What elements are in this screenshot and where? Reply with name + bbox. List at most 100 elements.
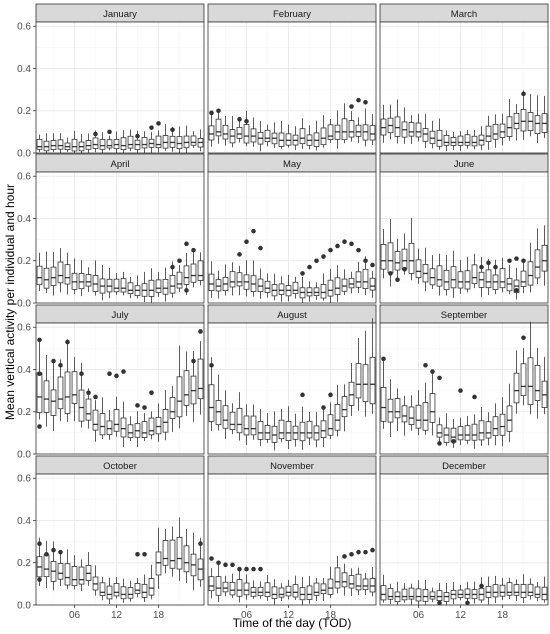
box-hour-5 bbox=[408, 395, 415, 431]
facet-panel-october: October 0.0 0.2 0.4 0.6 06 12 18 bbox=[17, 455, 205, 621]
box-hour-23 bbox=[190, 251, 197, 288]
box-body bbox=[141, 421, 148, 438]
outlier-point bbox=[177, 258, 182, 264]
box-body bbox=[520, 109, 527, 132]
box-body bbox=[183, 265, 190, 285]
outlier-point bbox=[209, 556, 214, 561]
box-hour-18 bbox=[327, 566, 334, 599]
box-hour-19 bbox=[334, 265, 341, 302]
box-hour-14 bbox=[127, 129, 134, 152]
box-hour-22 bbox=[183, 528, 190, 583]
panel-border bbox=[35, 21, 205, 154]
box-hour-24 bbox=[541, 225, 548, 286]
box-hour-13 bbox=[464, 129, 471, 149]
strip-label: March bbox=[451, 9, 477, 20]
panel-border bbox=[35, 322, 205, 455]
outlier-point bbox=[349, 551, 354, 557]
box-hour-4 bbox=[401, 395, 408, 436]
box-hour-12 bbox=[113, 273, 120, 295]
box-hour-18 bbox=[499, 397, 506, 447]
box-hour-22 bbox=[355, 261, 362, 294]
outlier-point bbox=[321, 405, 326, 410]
box-hour-17 bbox=[320, 577, 327, 601]
outlier-point bbox=[342, 554, 347, 559]
box-body bbox=[78, 389, 85, 422]
box-hour-8 bbox=[257, 581, 264, 599]
outlier-point bbox=[300, 392, 305, 398]
box-body bbox=[208, 125, 215, 141]
box-body bbox=[243, 124, 250, 144]
box-hour-7 bbox=[422, 382, 429, 435]
box-body bbox=[229, 582, 236, 596]
box-hour-12 bbox=[113, 577, 120, 599]
box-hour-19 bbox=[506, 99, 513, 141]
facet-panel-november: November 06 12 18 bbox=[207, 455, 377, 621]
box-body bbox=[429, 591, 436, 600]
box-hour-10 bbox=[271, 273, 278, 301]
box-body bbox=[313, 582, 320, 596]
box-body bbox=[127, 282, 134, 295]
outlier-point bbox=[135, 551, 140, 557]
box-body bbox=[222, 405, 229, 429]
outlier-point bbox=[58, 362, 63, 368]
box-hour-2 bbox=[43, 251, 50, 294]
box-hour-24 bbox=[197, 252, 204, 286]
box-hour-14 bbox=[299, 118, 306, 149]
box-hour-9 bbox=[264, 413, 271, 443]
strip-label: July bbox=[112, 310, 129, 321]
box-body bbox=[285, 421, 292, 441]
box-hour-20 bbox=[513, 267, 520, 300]
outlier-point bbox=[479, 264, 484, 270]
box-body bbox=[64, 563, 71, 586]
box-hour-3 bbox=[222, 575, 229, 597]
box-hour-21 bbox=[176, 345, 183, 429]
box-hour-20 bbox=[169, 526, 176, 577]
panel-border bbox=[207, 322, 377, 455]
box-hour-22 bbox=[183, 351, 190, 416]
box-hour-17 bbox=[320, 407, 327, 448]
outlier-point bbox=[184, 288, 189, 293]
outlier-point bbox=[37, 541, 42, 547]
box-body bbox=[155, 416, 162, 435]
outlier-point bbox=[44, 551, 49, 557]
box-hour-22 bbox=[527, 242, 534, 293]
box-hour-17 bbox=[320, 273, 327, 301]
box-body bbox=[327, 279, 334, 297]
box-body bbox=[369, 578, 376, 593]
box-body bbox=[278, 587, 285, 598]
outlier-point bbox=[363, 99, 368, 105]
box-body bbox=[380, 585, 387, 601]
box-hour-23 bbox=[362, 572, 369, 595]
box-body bbox=[264, 280, 271, 293]
box-body bbox=[215, 118, 222, 137]
outlier-point bbox=[514, 288, 519, 293]
box-body bbox=[506, 582, 513, 596]
box-body bbox=[429, 130, 436, 145]
box-hour-8 bbox=[257, 120, 264, 152]
box-body bbox=[369, 356, 376, 405]
box-hour-14 bbox=[471, 581, 478, 604]
box-hour-10 bbox=[443, 254, 450, 296]
box-hour-15 bbox=[478, 126, 485, 151]
outlier-point bbox=[258, 245, 263, 251]
box-body bbox=[64, 264, 71, 285]
box-body bbox=[169, 397, 176, 419]
box-hour-21 bbox=[348, 362, 355, 416]
box-hour-24 bbox=[369, 271, 376, 298]
box-hour-16 bbox=[141, 574, 148, 603]
box-body bbox=[236, 579, 243, 597]
box-hour-4 bbox=[57, 553, 64, 587]
box-hour-21 bbox=[348, 111, 355, 142]
box-hour-18 bbox=[327, 268, 334, 303]
box-body bbox=[208, 273, 215, 291]
box-hour-6 bbox=[71, 130, 78, 153]
box-hour-8 bbox=[429, 587, 436, 603]
box-hour-11 bbox=[106, 577, 113, 605]
outlier-point bbox=[170, 127, 175, 133]
box-hour-9 bbox=[92, 130, 99, 153]
box-body bbox=[36, 265, 43, 286]
box-hour-11 bbox=[450, 582, 457, 605]
outlier-point bbox=[437, 441, 442, 446]
box-body bbox=[457, 135, 464, 146]
box-body bbox=[120, 586, 127, 600]
